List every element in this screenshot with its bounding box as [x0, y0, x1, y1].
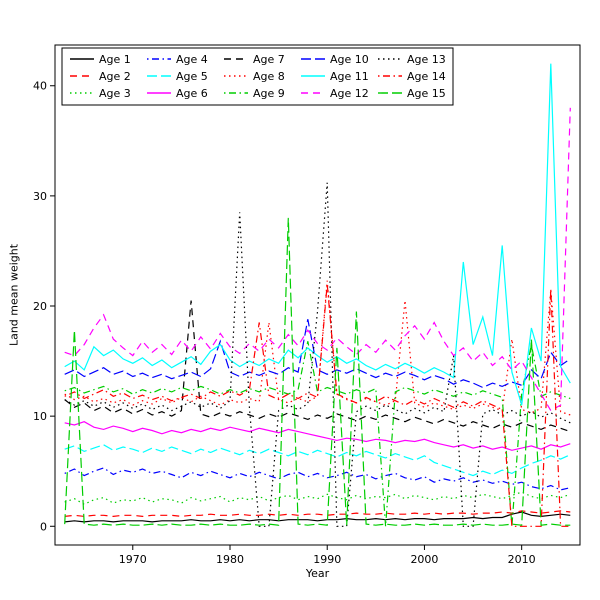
legend-label: Age 13 [407, 53, 446, 66]
legend-label: Age 5 [176, 70, 208, 83]
legend-item: Age 14 [378, 70, 446, 83]
legend-label: Age 2 [99, 70, 131, 83]
series-age-11 [64, 63, 571, 406]
legend-label: Age 9 [253, 87, 285, 100]
legend-item: Age 6 [147, 87, 208, 100]
legend-label: Age 4 [176, 53, 208, 66]
legend-label: Age 15 [407, 87, 446, 100]
legend-item: Age 2 [70, 70, 131, 83]
legend-label: Age 7 [253, 53, 285, 66]
series-age-1 [64, 511, 571, 523]
series-age-13 [64, 182, 571, 527]
legend-label: Age 12 [330, 87, 369, 100]
x-tick-label: 2000 [410, 553, 438, 566]
legend-item: Age 12 [301, 87, 369, 100]
series-age-9 [64, 341, 571, 527]
x-tick-label: 2010 [508, 553, 536, 566]
x-tick-label: 1970 [119, 553, 147, 566]
legend-label: Age 10 [330, 53, 369, 66]
y-tick-label: 10 [33, 410, 47, 423]
legend-label: Age 8 [253, 70, 285, 83]
legend-label: Age 3 [99, 87, 131, 100]
series-age-2 [64, 510, 571, 518]
legend-label: Age 14 [407, 70, 446, 83]
series-age-12 [64, 107, 571, 412]
legend-item: Age 5 [147, 70, 208, 83]
legend-item: Age 8 [224, 70, 285, 83]
series-age-7 [64, 300, 571, 433]
series-age-4 [64, 467, 571, 491]
x-tick-label: 1990 [313, 553, 341, 566]
legend-label: Age 6 [176, 87, 208, 100]
legend-item: Age 1 [70, 53, 131, 66]
series-age-6 [64, 421, 571, 451]
y-tick-label: 0 [40, 520, 47, 533]
series-age-14 [64, 283, 571, 527]
series-age-3 [64, 491, 571, 505]
legend-item: Age 15 [378, 87, 446, 100]
legend-item: Age 13 [378, 53, 446, 66]
plot-box [54, 44, 581, 546]
legend-item: Age 9 [224, 87, 285, 100]
series-age-15 [64, 217, 571, 526]
legend-item: Age 4 [147, 53, 208, 66]
legend-label: Age 11 [330, 70, 369, 83]
legend-item: Age 7 [224, 53, 285, 66]
y-tick-label: 30 [33, 190, 47, 203]
x-axis-title: Year [305, 567, 330, 580]
y-tick-label: 20 [33, 300, 47, 313]
legend: Age 1 Age 2 Age 3 Age 4 Age 5 Age 6 Age 7 Age 8… [61, 47, 454, 106]
legend-item: Age 11 [301, 70, 369, 83]
legend-label: Age 1 [99, 53, 131, 66]
x-tick-label: 1980 [216, 553, 244, 566]
legend-item: Age 3 [70, 87, 131, 100]
y-axis-title: Land mean weight [7, 243, 21, 347]
y-tick-label: 40 [33, 80, 47, 93]
series-age-5 [64, 444, 571, 477]
legend-item: Age 10 [301, 53, 369, 66]
